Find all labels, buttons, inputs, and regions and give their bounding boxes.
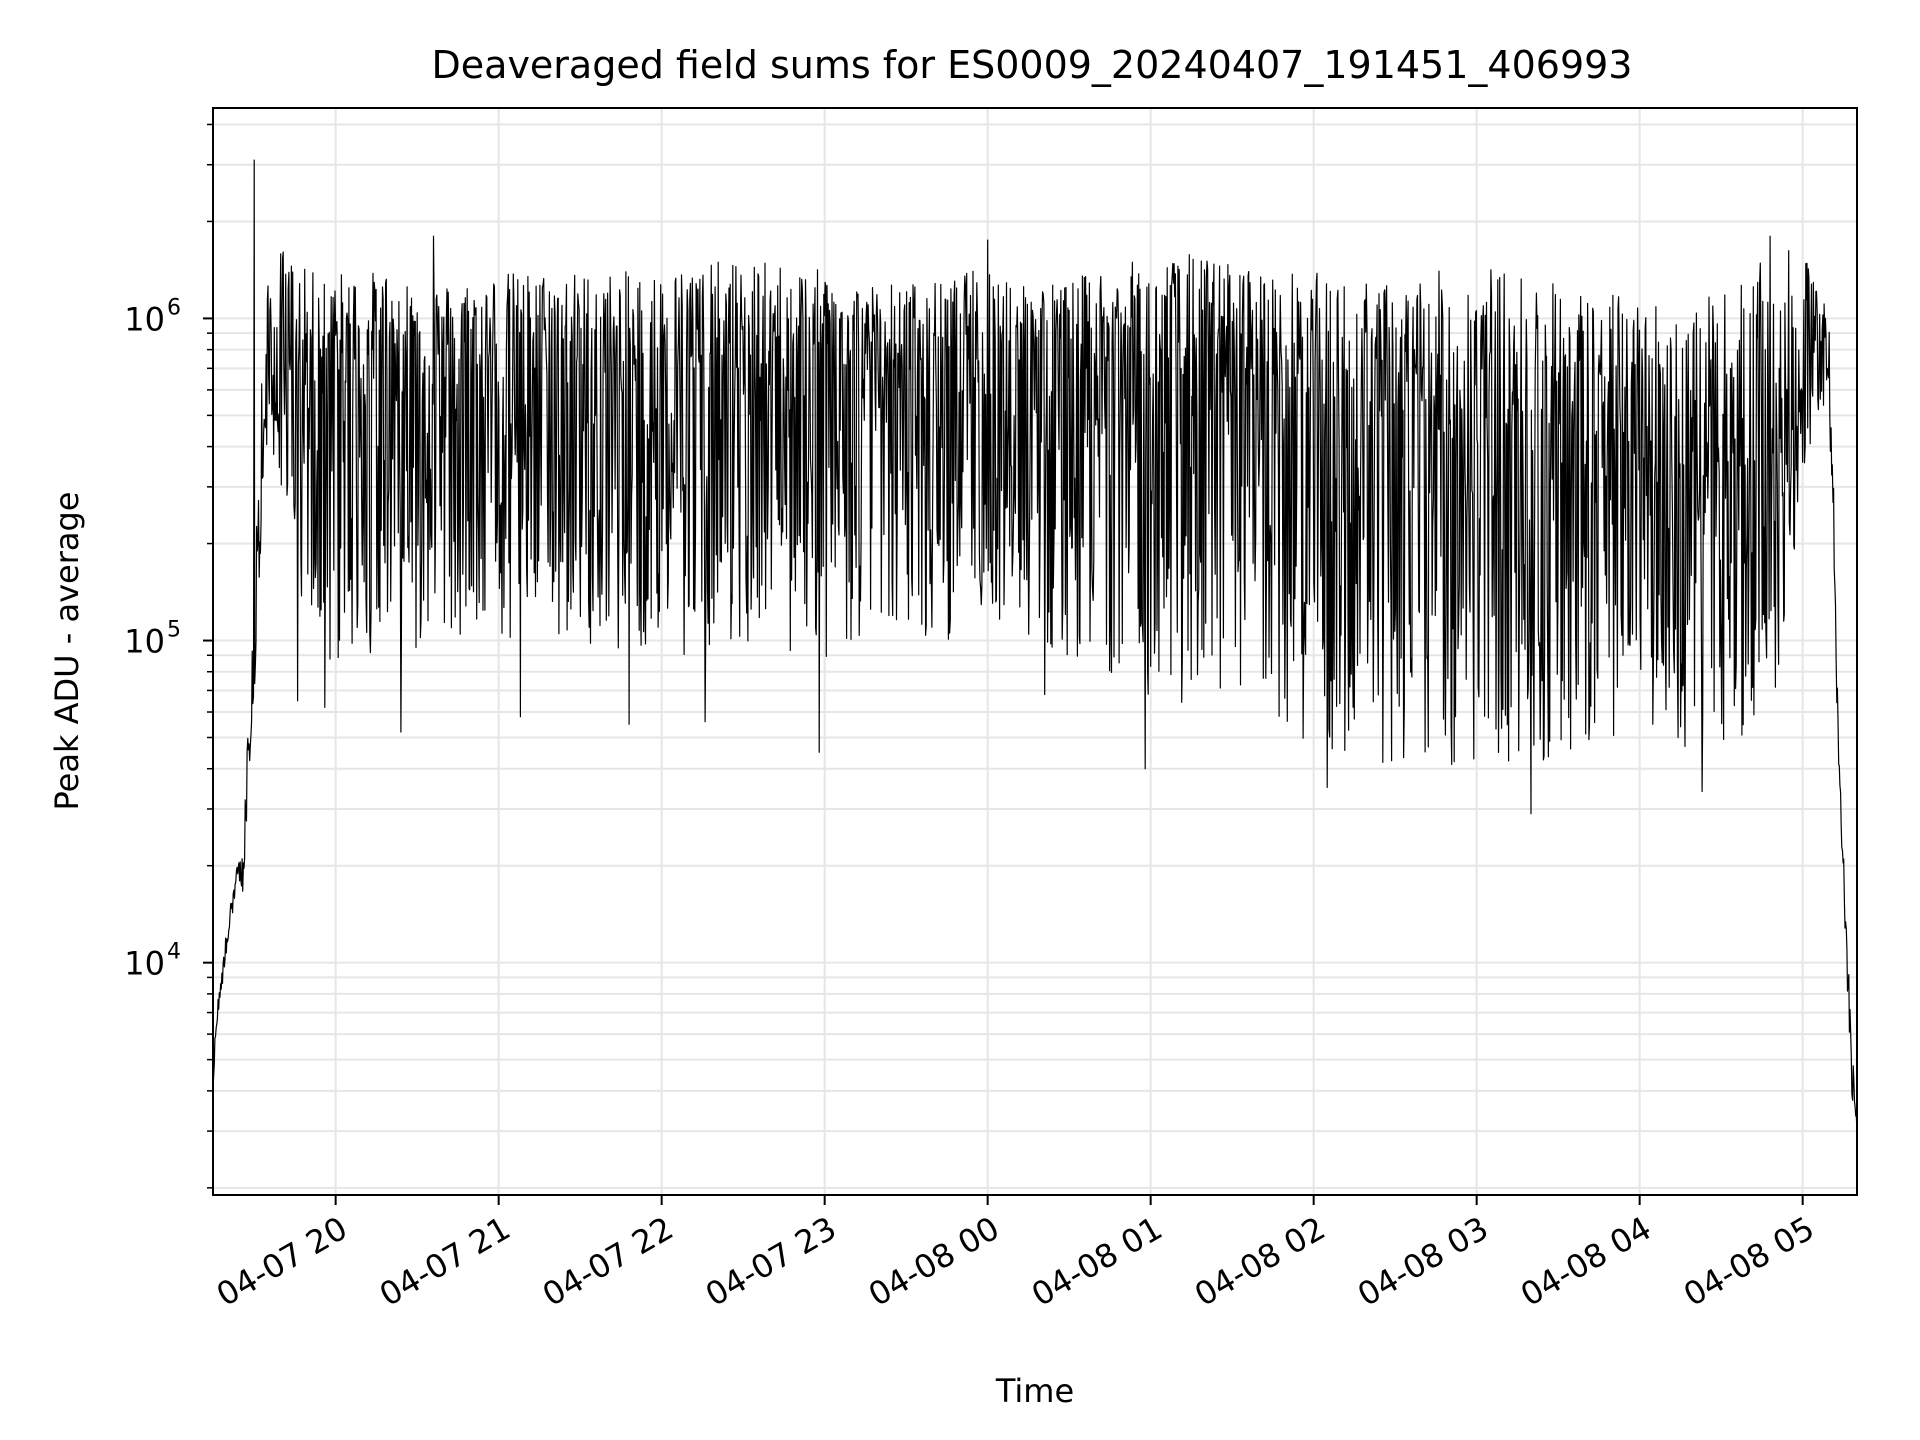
y-tick-exponent: 6 (167, 295, 181, 320)
y-tick-exponent: 5 (167, 618, 181, 643)
series-line (212, 159, 1858, 1134)
y-tick-label: 10 (124, 945, 165, 983)
y-tick-exponent: 4 (167, 940, 181, 965)
plot-area-frame (212, 107, 1858, 1196)
y-axis-label: Peak ADU - average (48, 492, 86, 811)
y-tick-label: 10 (124, 300, 165, 338)
y-tick-label: 10 (124, 623, 165, 661)
series-line-layer (212, 159, 1858, 1134)
x-axis-label: Time (995, 1372, 1074, 1410)
chart-title: Deaveraged field sums for ES0009_2024040… (432, 43, 1633, 87)
